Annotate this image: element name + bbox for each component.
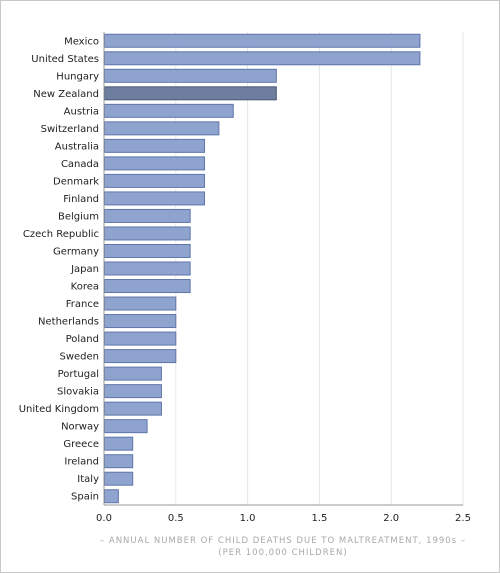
category-label: Japan: [70, 264, 99, 275]
bar-sweden: [104, 349, 177, 364]
category-label: Spain: [71, 492, 99, 503]
category-label: Norway: [61, 422, 99, 433]
bar-united-kingdom: [104, 401, 162, 416]
category-label: Netherlands: [38, 317, 99, 328]
bar-new-zealand: [104, 86, 277, 101]
bar-mexico: [104, 33, 421, 48]
category-label: Sweden: [59, 352, 99, 363]
bar-united-states: [104, 51, 421, 66]
category-label: Italy: [77, 474, 99, 485]
category-label: Korea: [71, 282, 99, 293]
x-tick-label: 2.5: [455, 513, 471, 524]
bar-japan: [104, 261, 191, 276]
bar-spain: [104, 489, 119, 504]
bars: [104, 33, 421, 504]
bar-netherlands: [104, 314, 177, 329]
category-label: Switzerland: [41, 124, 99, 135]
category-label: France: [66, 299, 99, 310]
grid-lines: [175, 32, 464, 505]
category-label: United States: [31, 54, 99, 65]
category-label: Portugal: [58, 369, 99, 380]
bar-denmark: [104, 173, 206, 188]
category-label: Denmark: [53, 176, 99, 187]
category-label: Slovakia: [57, 387, 99, 398]
bar-australia: [104, 138, 206, 153]
category-label: Greece: [63, 439, 99, 450]
category-label: Australia: [55, 141, 99, 152]
bar-germany: [104, 243, 191, 258]
x-tick-label: 0.5: [168, 513, 184, 524]
category-label: United Kingdom: [19, 404, 99, 415]
category-label: Poland: [66, 334, 99, 345]
bar-italy: [104, 471, 134, 486]
bar-poland: [104, 331, 177, 346]
x-tick-label: 2.0: [383, 513, 399, 524]
bar-france: [104, 296, 177, 311]
bar-hungary: [104, 68, 277, 83]
category-label: New Zealand: [33, 89, 99, 100]
category-labels: Mexico United States Hungary New Zealand Aus…: [19, 36, 99, 502]
bar-canada: [104, 156, 206, 171]
category-label: Germany: [53, 246, 99, 257]
bar-greece: [104, 436, 134, 451]
category-label: Ireland: [64, 457, 99, 468]
category-label: Belgium: [58, 211, 99, 222]
x-tick-label: 1.5: [311, 513, 327, 524]
x-tick-labels: 0.0 0.5 1.0 1.5 2.0 2.5: [96, 513, 471, 524]
bar-czech-republic: [104, 226, 191, 241]
category-label: Finland: [63, 194, 99, 205]
category-label: Austria: [64, 106, 99, 117]
bar-ireland: [104, 454, 134, 469]
x-tick-label: 1.0: [240, 513, 256, 524]
category-label: Mexico: [64, 36, 99, 47]
bar-belgium: [104, 208, 191, 223]
bar-switzerland: [104, 121, 220, 136]
category-label: Canada: [61, 159, 99, 170]
bar-austria: [104, 103, 234, 118]
x-axis-title-line-2: (PER 100,000 CHILDREN): [218, 548, 347, 558]
bar-norway: [104, 419, 148, 434]
bar-finland: [104, 191, 206, 206]
category-label: Czech Republic: [23, 229, 99, 240]
x-tick-label: 0.0: [96, 513, 112, 524]
bar-korea: [104, 279, 191, 294]
x-axis-title-line-1: – ANNUAL NUMBER OF CHILD DEATHS DUE TO M…: [100, 536, 466, 546]
bar-slovakia: [104, 384, 162, 399]
category-label: Hungary: [56, 71, 99, 82]
bar-portugal: [104, 366, 162, 381]
